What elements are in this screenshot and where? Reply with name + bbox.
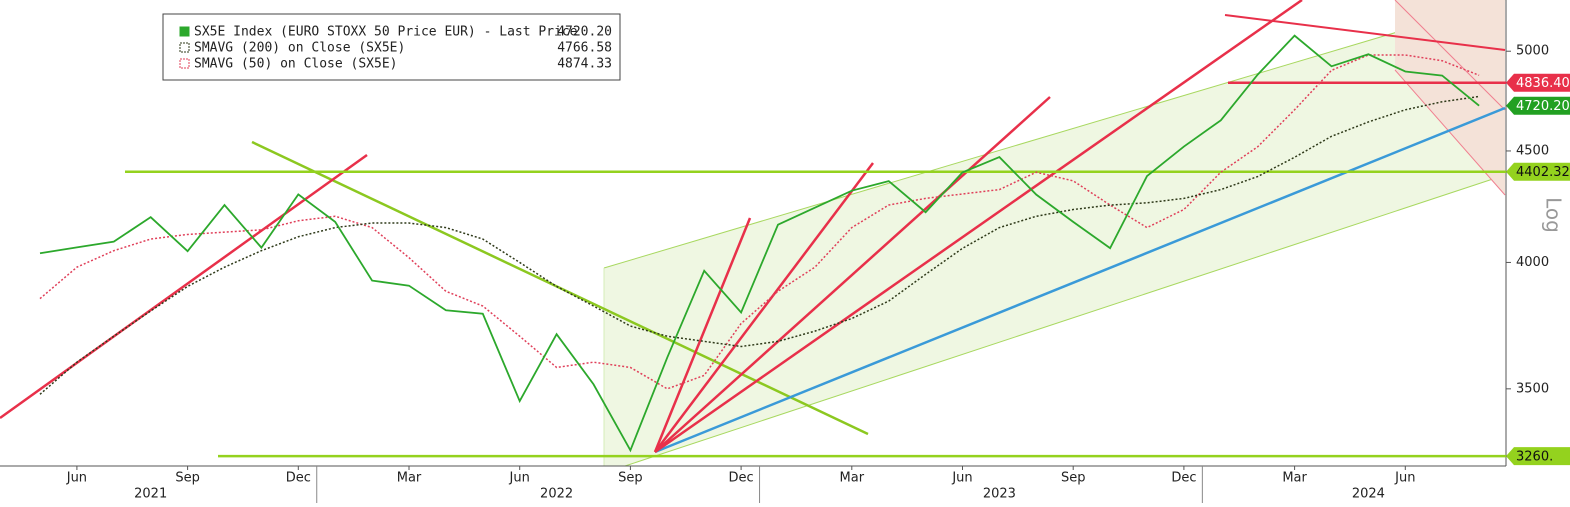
x-tick-label: Mar <box>840 471 865 486</box>
x-tick-label: Dec <box>1171 471 1196 486</box>
price-tag-label: 4402.32 <box>1516 165 1570 180</box>
x-tick-label: Jun <box>1394 471 1415 486</box>
channel-fill <box>604 0 1505 466</box>
fan-line <box>653 217 752 453</box>
x-tick-label: Dec <box>729 471 754 486</box>
price-tag-label: 3260. <box>1516 450 1553 465</box>
legend: SX5E Index (EURO STOXX 50 Price EUR) - L… <box>162 13 621 81</box>
price-tag: 3260. <box>1506 447 1570 466</box>
down-channel-line <box>1394 69 1506 196</box>
y-tick-label: 4000 <box>1516 255 1549 270</box>
x-tick-label: Jun <box>509 471 530 486</box>
x-tick-label: Mar <box>1282 471 1307 486</box>
legend-label: SMAVG (200) on Close (SX5E) <box>194 41 405 56</box>
price-tag-box <box>1506 162 1570 181</box>
price-tag-label: 4720.20 <box>1516 99 1570 114</box>
trend-line <box>1224 14 1506 51</box>
trend-line <box>654 106 1506 454</box>
legend-swatch <box>179 42 190 53</box>
x-tick-label: Sep <box>618 471 643 486</box>
channel-lower <box>624 174 1506 467</box>
trend-line <box>251 140 869 436</box>
trend-line <box>0 153 368 420</box>
price-tag: 4402.32 <box>1506 162 1570 181</box>
x-tick-label: Sep <box>1061 471 1086 486</box>
price-tag-box <box>1506 447 1570 466</box>
moving-average <box>39 95 1480 395</box>
axis-title: Log <box>1542 197 1566 233</box>
down-channel-fill <box>1395 0 1505 195</box>
channel-upper <box>603 0 1506 269</box>
price-tag-box <box>1506 96 1570 115</box>
fan-line <box>654 162 874 453</box>
y-tick-label: 5000 <box>1516 44 1549 59</box>
x-tick-label: Sep <box>175 471 200 486</box>
fan-line <box>654 0 1303 454</box>
y-tick-label: 3500 <box>1516 381 1549 396</box>
legend-swatch <box>179 58 190 69</box>
price-tag: 4836.40 <box>1506 73 1570 92</box>
year-label: 2021 <box>134 487 167 502</box>
year-label: 2022 <box>540 487 573 502</box>
x-tick-label: Jun <box>951 471 972 486</box>
year-label: 2023 <box>983 487 1016 502</box>
legend-swatch <box>179 26 190 37</box>
x-tick-label: Mar <box>397 471 422 486</box>
legend-box <box>162 13 621 81</box>
price-tag-box <box>1506 73 1570 92</box>
fan-line <box>654 96 1051 453</box>
y-tick-label: 4500 <box>1516 143 1549 158</box>
legend-value: 4766.58 <box>557 41 612 56</box>
moving-average <box>39 54 1480 390</box>
price-tag: 4720.20 <box>1506 96 1570 115</box>
drawings <box>0 0 1506 467</box>
legend-label: SX5E Index (EURO STOXX 50 Price EUR) - L… <box>194 25 578 40</box>
price-line <box>39 34 1480 453</box>
legend-label: SMAVG (50) on Close (SX5E) <box>194 57 398 72</box>
x-tick-label: Jun <box>66 471 87 486</box>
price-tag-label: 4836.40 <box>1516 76 1570 91</box>
down-channel-line <box>1394 0 1506 111</box>
x-tick-label: Dec <box>286 471 311 486</box>
legend-value: 4874.33 <box>557 57 612 72</box>
year-label: 2024 <box>1352 487 1385 502</box>
legend-value: 4720.20 <box>557 25 612 40</box>
